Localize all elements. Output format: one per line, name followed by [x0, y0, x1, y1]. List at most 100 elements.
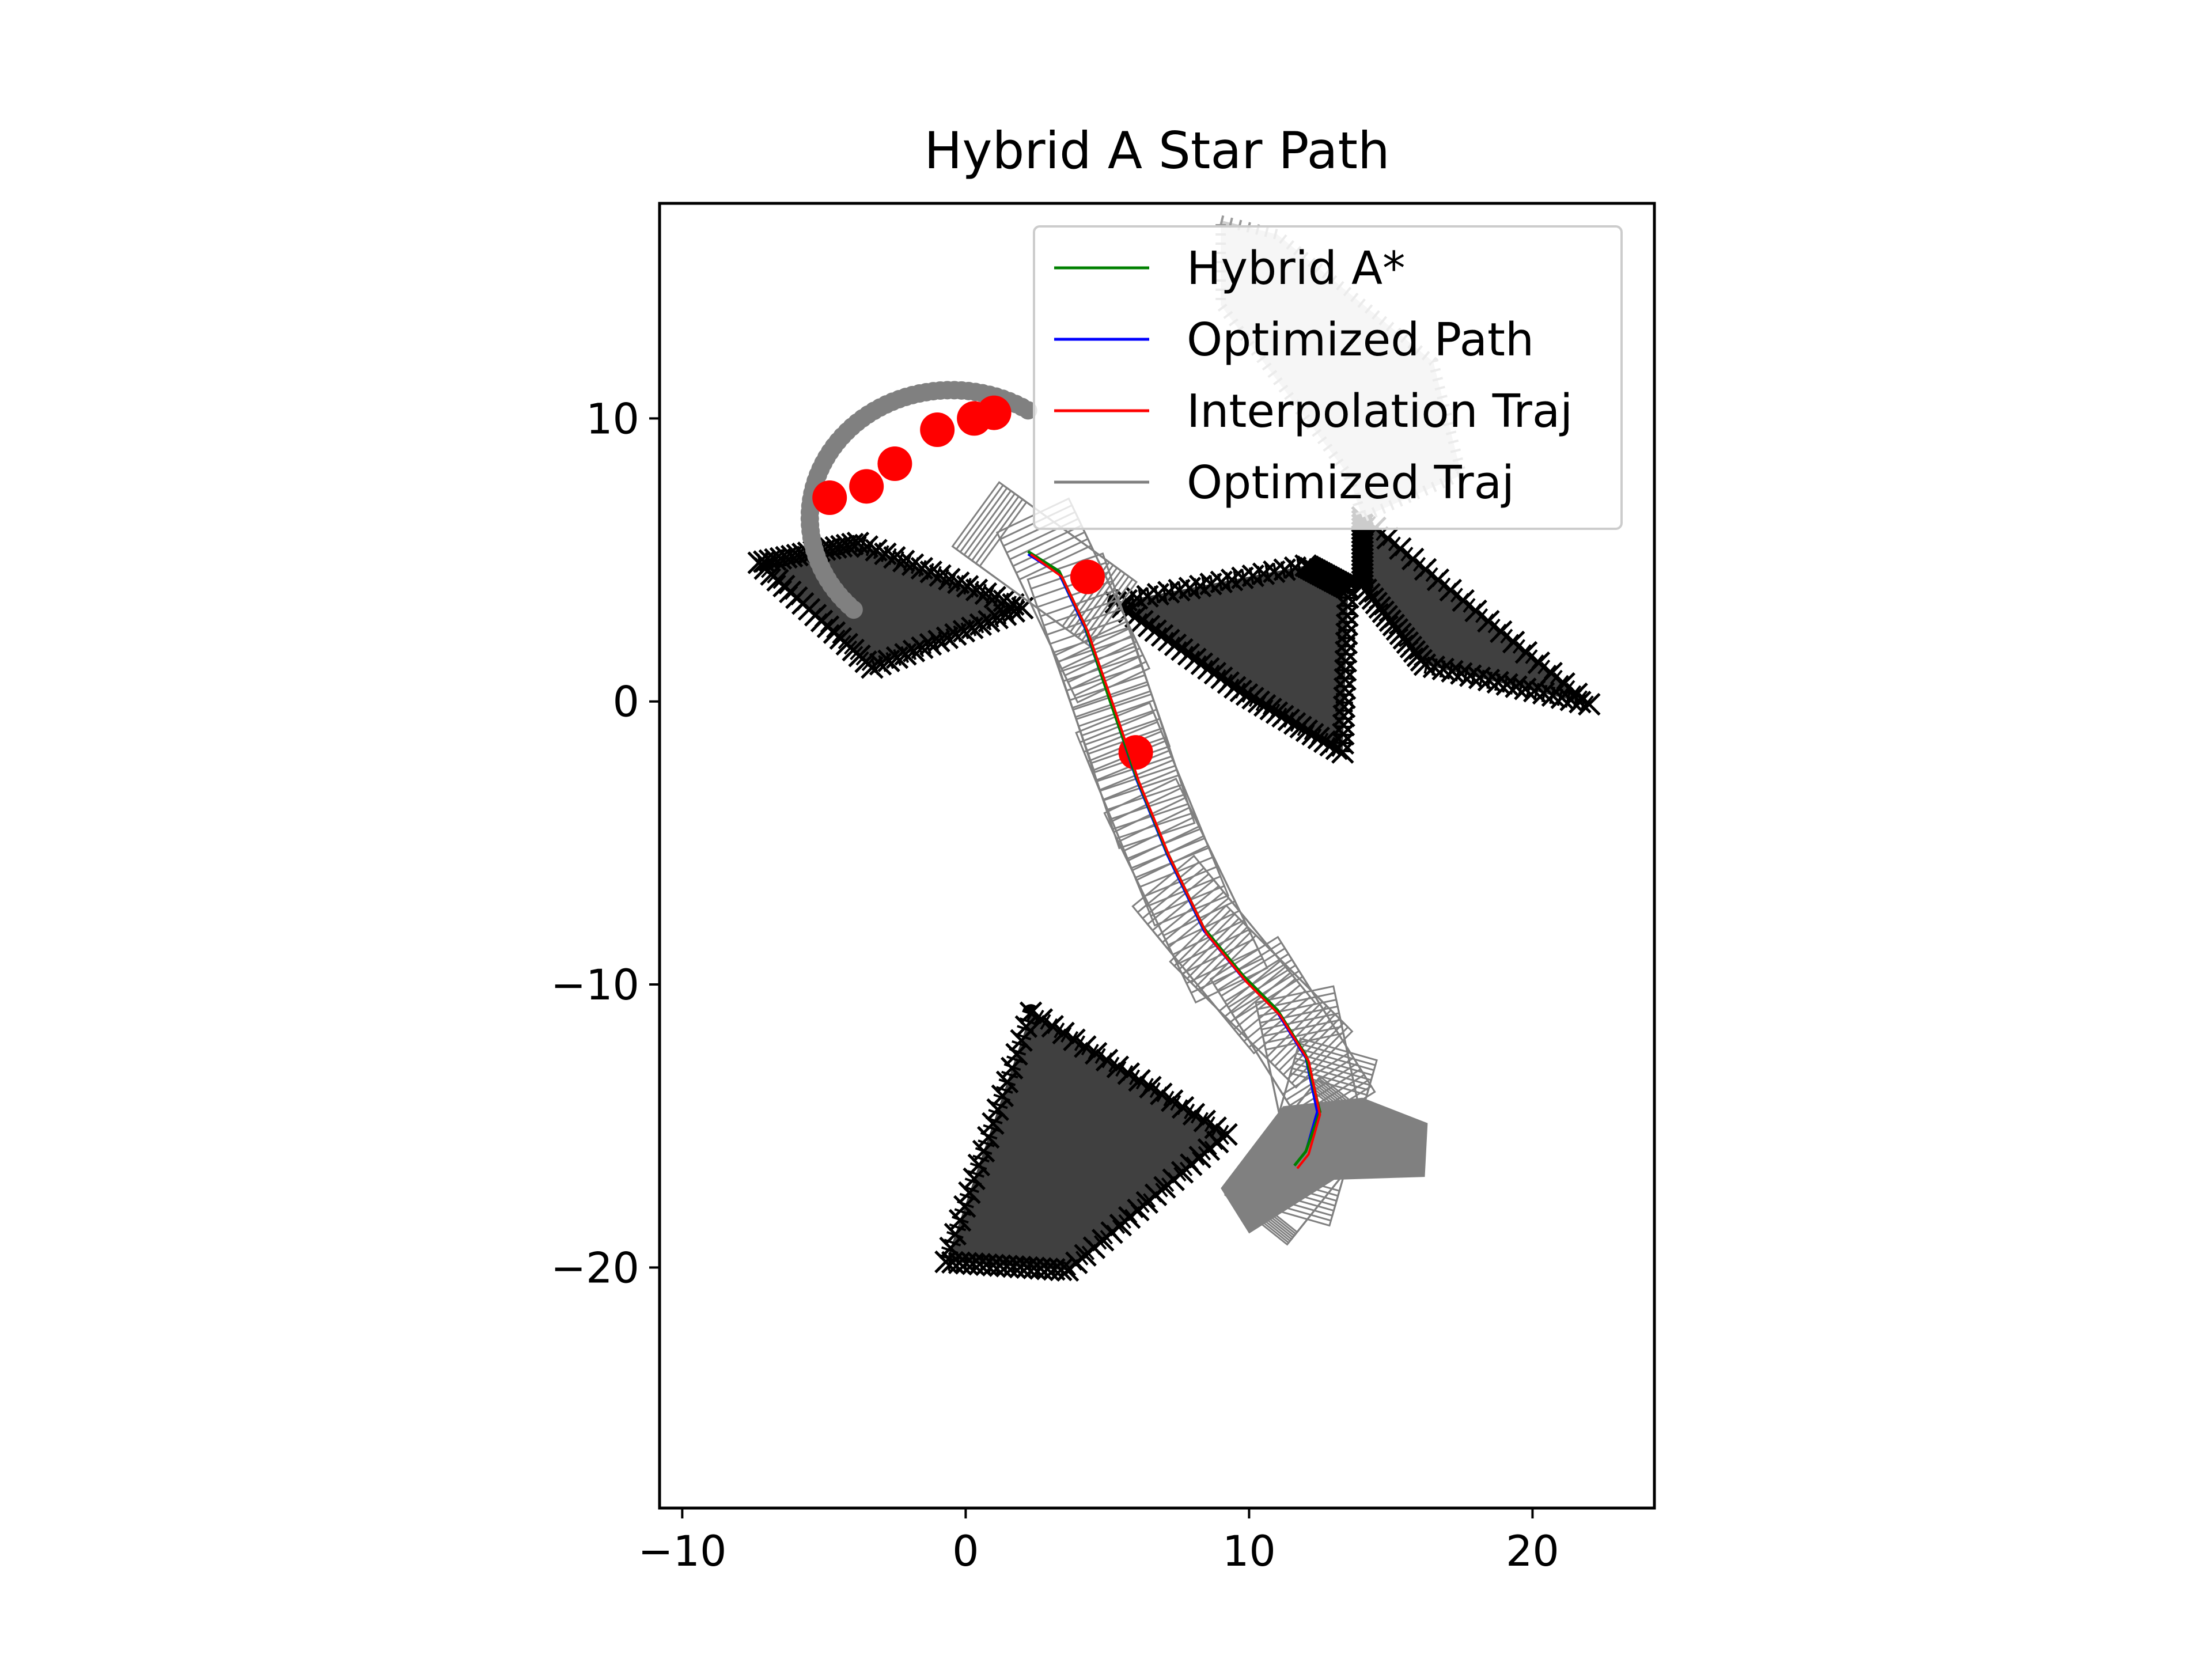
collision-point: [812, 480, 847, 515]
legend-label: Interpolation Traj: [1187, 385, 1573, 438]
obstacle-vertex-marker: [1265, 701, 1289, 724]
obstacle-vertex-marker: [1010, 1029, 1033, 1052]
obstacle-vertex-marker: [1332, 704, 1355, 728]
obstacle-vertex-marker: [1336, 604, 1359, 627]
legend: Hybrid A* Optimized Path Interpolation Tra…: [1033, 225, 1623, 530]
obstacle-vertex-marker: [1002, 600, 1026, 623]
obstacle-vertex-marker: [1334, 658, 1357, 682]
obstacle-vertex-marker: [1336, 595, 1359, 618]
obstacle-vertex-marker: [944, 1222, 967, 1246]
obstacle-vertex-marker: [934, 1250, 957, 1274]
obstacle-vertex-marker: [1559, 688, 1582, 711]
obstacle-vertex-marker: [1401, 547, 1425, 571]
y-tick-label: −10: [551, 961, 639, 1010]
vehicle-footprint: [1264, 1032, 1373, 1184]
obstacle-vertex-marker: [1414, 558, 1437, 581]
obstacle-vertex-marker: [1550, 686, 1574, 709]
obstacle-vertex-marker: [1019, 1001, 1043, 1024]
obstacle-vertex-marker: [1307, 726, 1330, 749]
obstacle-vertex-marker: [1389, 537, 1412, 560]
obstacle-vertex-marker: [939, 1236, 962, 1260]
obstacle-vertex-marker: [1247, 690, 1271, 714]
obstacle-vertex-marker: [1160, 1089, 1184, 1112]
x-tick-label: −10: [638, 1527, 726, 1576]
paths-layer: [1027, 550, 1322, 1169]
obstacle-vertex-marker: [1332, 713, 1355, 737]
y-tick-label: −20: [551, 1244, 639, 1293]
obstacle-vertex-marker: [1376, 527, 1399, 550]
obstacle-vertex-marker: [1095, 1048, 1119, 1072]
obstacle-vertex-marker: [1578, 692, 1601, 716]
legend-label: Optimized Path: [1187, 313, 1534, 366]
x-tick-label: 10: [1222, 1527, 1276, 1576]
obstacle-vertex-marker: [1030, 1008, 1054, 1031]
obstacle-vertex-marker: [1489, 620, 1513, 643]
obstacle-vertex-marker: [1335, 622, 1358, 646]
obstacle-vertex-marker: [1171, 1096, 1195, 1119]
obstacle-vertex-marker: [976, 1126, 1000, 1149]
vehicle-footprint: [1166, 896, 1317, 1055]
obstacle-vertex-marker: [753, 557, 777, 580]
obstacle-vertex-marker: [1182, 1103, 1206, 1126]
obstacle-vertex-marker: [1335, 641, 1358, 664]
obstacle-vertex-marker: [1335, 631, 1358, 654]
obstacle-vertex-marker: [1514, 641, 1538, 664]
obstacle-vertex-marker: [1514, 677, 1537, 700]
obstacle-vertex-marker: [1301, 723, 1324, 746]
obstacle-vertex-marker: [1333, 686, 1356, 709]
obstacle-vertex-marker: [1253, 694, 1277, 717]
axis-ticks: −10 0 10 20 10 0 −10 −20: [551, 395, 1559, 1576]
x-tick-label: 20: [1506, 1527, 1559, 1576]
collision-point: [976, 395, 1012, 430]
obstacle-vertex-marker: [1063, 1028, 1086, 1051]
vehicle-footprint: [1018, 544, 1151, 704]
obstacle-vertex-marker: [1229, 679, 1252, 703]
x-tick-label: 0: [952, 1527, 979, 1576]
obstacle-vertex-marker: [1014, 1015, 1038, 1038]
obstacle-vertex-marker: [961, 616, 984, 639]
obstacle-vertex-marker: [1041, 1014, 1065, 1038]
interpolation-traj-line: [1030, 553, 1321, 1169]
obstacle-vertex-marker: [877, 649, 900, 673]
obstacle-vertex-marker: [1139, 1075, 1162, 1099]
obstacle-vertex-marker: [1331, 741, 1354, 764]
obstacle-vertex-marker: [1335, 613, 1359, 637]
obstacle-vertex-marker: [986, 1098, 1009, 1122]
obstacle-vertex-marker: [1468, 666, 1491, 690]
obstacle-vertex-marker: [1074, 1035, 1097, 1058]
obstacle-vertex-marker: [953, 1195, 976, 1218]
legend-label: Hybrid A*: [1187, 242, 1406, 295]
obstacle-vertex-marker: [1459, 664, 1482, 687]
obstacle-vertex-marker: [1000, 1056, 1024, 1080]
obstacle-vertex-marker: [958, 1181, 981, 1205]
obstacle-vertex-marker: [1452, 589, 1475, 612]
obstacle-vertex-marker: [952, 619, 976, 643]
axes-frame: [658, 202, 1656, 1510]
obstacle-vertex-marker: [1325, 737, 1349, 760]
obstacle-vertex-marker: [995, 1070, 1019, 1094]
obstacle-vertex-marker: [1532, 681, 1555, 705]
obstacle-vertex-marker: [1150, 1082, 1173, 1105]
collision-point: [920, 412, 955, 448]
obstacle-vertex-marker: [902, 639, 926, 662]
obstacle-vertex-marker: [919, 632, 942, 656]
obstacle-vertex-marker: [1502, 630, 1525, 654]
y-tick-label: 0: [613, 678, 639, 727]
obstacle-vertex-marker: [978, 609, 1001, 633]
obstacle-vertex-marker: [1527, 651, 1551, 675]
obstacle-vertex-marker: [1422, 655, 1446, 679]
obstacle-vertex-marker: [982, 1112, 1005, 1135]
obstacle-vertex-marker: [1441, 660, 1464, 683]
obstacle-vertex-marker: [948, 1209, 972, 1232]
vehicle-footprint: [1102, 768, 1230, 927]
obstacle-vertex-marker: [1522, 679, 1546, 703]
obstacle-vertex-marker: [1295, 719, 1319, 743]
chart-title: Hybrid A Star Path: [924, 121, 1390, 180]
obstacle-vertex-marker: [1332, 695, 1356, 718]
obstacle-vertex-marker: [1477, 668, 1501, 692]
obstacle-vertex-marker: [935, 626, 959, 649]
collision-point: [877, 446, 912, 482]
legend-label: Optimized Traj: [1187, 456, 1514, 509]
obstacle-vertex-marker: [1426, 568, 1450, 592]
